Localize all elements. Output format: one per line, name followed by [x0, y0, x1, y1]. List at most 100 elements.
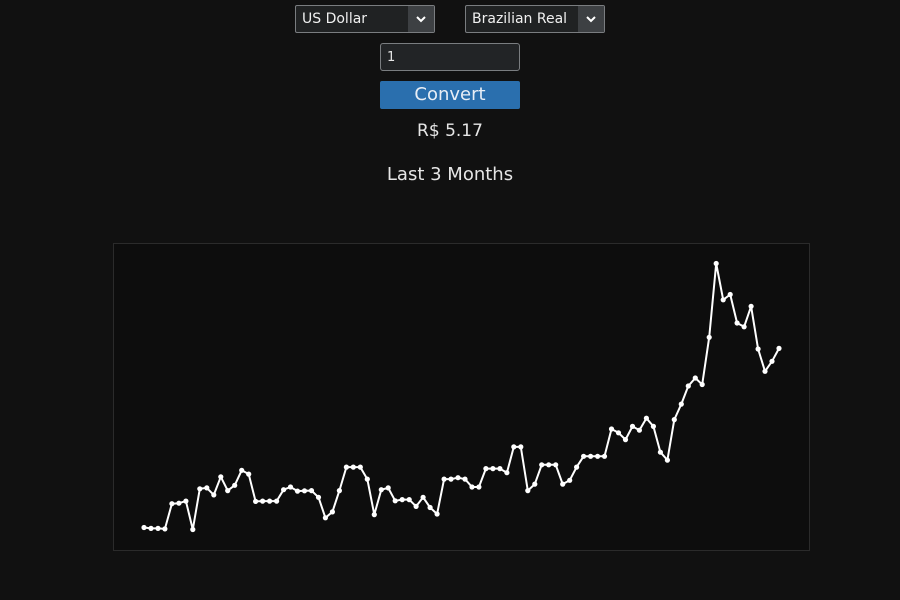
- data-point: [469, 484, 475, 490]
- data-point: [148, 525, 154, 531]
- data-point: [274, 498, 280, 504]
- data-point: [218, 474, 224, 480]
- amount-input[interactable]: [380, 43, 520, 71]
- data-point: [525, 488, 531, 494]
- data-point: [308, 488, 315, 494]
- data-point: [204, 485, 210, 491]
- from-currency-select[interactable]: US Dollar: [295, 5, 435, 33]
- data-point: [608, 426, 615, 432]
- data-point: [776, 345, 782, 351]
- data-point: [539, 462, 545, 468]
- data-point: [497, 466, 503, 472]
- data-point: [601, 453, 608, 459]
- data-point: [622, 437, 629, 443]
- data-point: [650, 423, 657, 429]
- data-point: [364, 476, 370, 482]
- data-point: [518, 444, 524, 450]
- chart-heading: Last 3 Months: [386, 164, 514, 185]
- data-point: [406, 497, 412, 503]
- data-point: [595, 453, 601, 459]
- data-point: [336, 488, 342, 494]
- data-point: [267, 498, 273, 504]
- conversion-result: R$ 5.17: [417, 121, 483, 141]
- data-point: [769, 358, 775, 364]
- data-point: [434, 511, 440, 517]
- data-point: [197, 486, 203, 492]
- data-point: [350, 464, 356, 470]
- to-currency-select[interactable]: Brazilian Real: [465, 5, 605, 33]
- from-currency-value: US Dollar: [302, 11, 368, 27]
- to-currency-value: Brazilian Real: [472, 11, 568, 27]
- data-point: [476, 484, 482, 490]
- data-point: [664, 457, 671, 463]
- data-point: [183, 498, 189, 504]
- data-point: [706, 334, 712, 340]
- data-point: [490, 466, 496, 472]
- data-point: [371, 512, 377, 518]
- data-point: [657, 449, 664, 455]
- data-point: [413, 503, 419, 509]
- data-point: [357, 464, 363, 470]
- convert-button[interactable]: Convert: [380, 81, 520, 109]
- data-point: [685, 383, 691, 389]
- data-point: [427, 504, 433, 511]
- data-point: [294, 488, 301, 494]
- data-point: [441, 476, 447, 482]
- data-point: [260, 498, 266, 504]
- data-point: [504, 470, 510, 476]
- data-point: [315, 494, 322, 500]
- data-point: [748, 303, 754, 309]
- data-point: [720, 297, 726, 303]
- data-point: [162, 526, 168, 532]
- data-point: [322, 515, 328, 521]
- data-point: [176, 500, 182, 506]
- data-point: [636, 427, 643, 433]
- rate-history-svg: [141, 260, 782, 533]
- data-point: [671, 417, 677, 423]
- data-point: [574, 464, 580, 470]
- data-point: [343, 464, 349, 470]
- data-point: [190, 526, 196, 533]
- chevron-down-icon[interactable]: [578, 6, 604, 32]
- data-point: [483, 466, 489, 472]
- data-point: [155, 525, 161, 531]
- data-point: [287, 484, 294, 490]
- data-point: [399, 497, 405, 503]
- data-point: [560, 481, 566, 487]
- data-point: [378, 487, 384, 493]
- data-point: [734, 320, 740, 326]
- data-point: [225, 488, 231, 494]
- rate-history-chart: [113, 243, 810, 551]
- data-point: [727, 291, 733, 298]
- data-point: [246, 471, 252, 477]
- data-point: [211, 492, 217, 498]
- data-point: [420, 494, 426, 500]
- data-point: [448, 476, 454, 482]
- data-point: [581, 453, 587, 459]
- data-point: [281, 487, 287, 493]
- data-point: [169, 501, 175, 507]
- data-point: [755, 346, 761, 352]
- data-point: [232, 482, 238, 488]
- data-point: [629, 423, 636, 429]
- data-point: [678, 401, 684, 407]
- data-point: [511, 444, 517, 450]
- data-point: [588, 453, 594, 459]
- data-point: [239, 467, 245, 473]
- data-point: [385, 485, 391, 491]
- data-point: [553, 462, 559, 468]
- chevron-down-icon[interactable]: [408, 6, 434, 32]
- data-point: [699, 381, 705, 388]
- data-point: [567, 477, 573, 483]
- data-point: [392, 498, 398, 504]
- data-point: [692, 375, 698, 381]
- data-point: [329, 509, 335, 515]
- data-point: [762, 368, 768, 374]
- data-point: [532, 481, 538, 487]
- data-point: [615, 430, 622, 436]
- data-point: [455, 475, 461, 481]
- data-point: [141, 524, 147, 531]
- data-point: [643, 415, 650, 421]
- data-point: [713, 260, 719, 267]
